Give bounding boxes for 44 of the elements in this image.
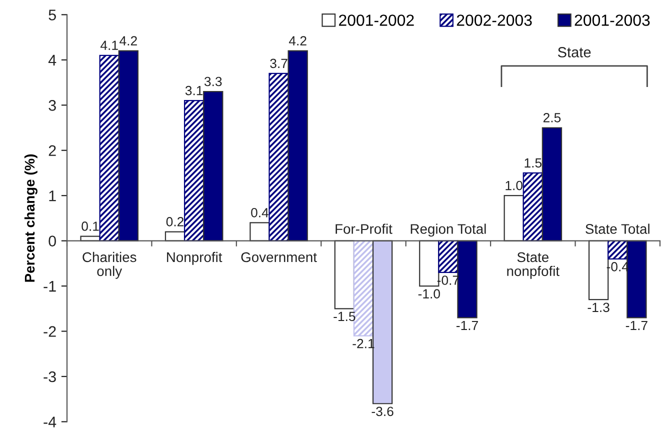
data-label: 4.1 — [100, 40, 118, 50]
legend-label: 2002-2003 — [456, 14, 532, 26]
data-label: 0.2 — [166, 217, 184, 226]
x-tick-label: For-Profit — [336, 224, 392, 234]
x-tick-label: Nonprofit — [167, 252, 222, 265]
data-label: 2.5 — [543, 113, 561, 122]
bar — [504, 195, 524, 242]
data-label: -1.3 — [588, 302, 610, 312]
x-tick-label: State nonpfofit — [507, 252, 560, 279]
legend-label: 2001-2003 — [574, 14, 650, 26]
x-tick-label: Region Total — [410, 224, 486, 237]
data-label: 3.3 — [204, 76, 222, 86]
x-tick-label: Government — [241, 252, 317, 262]
data-label: -3.6 — [372, 406, 394, 416]
data-label: -1.7 — [456, 320, 478, 330]
y-tick-label: -3 — [44, 371, 56, 382]
data-label: 0.1 — [82, 222, 99, 231]
y-tick-label: -1 — [44, 281, 56, 292]
bar — [419, 240, 440, 287]
data-label: 0.4 — [251, 208, 269, 218]
data-label: 1.5 — [524, 158, 542, 168]
annotation: State — [558, 47, 591, 58]
bar — [334, 240, 355, 310]
y-tick-label: 1 — [49, 190, 56, 202]
data-label: 1.0 — [506, 180, 523, 190]
legend-label: 2001-2002 — [339, 14, 414, 26]
x-tick-label: Charities only — [82, 252, 136, 279]
y-tick-label: 4 — [48, 54, 56, 66]
data-label: 4.2 — [288, 36, 306, 46]
y-tick-label: 2 — [48, 145, 56, 156]
data-label: -1.5 — [334, 312, 356, 322]
data-label: 3.1 — [185, 86, 203, 96]
y-tick-label: 5 — [48, 10, 56, 20]
y-tick-label: -2 — [44, 326, 56, 337]
y-axis-title: Percent change (%) — [24, 154, 38, 282]
data-label: -1.0 — [418, 289, 440, 298]
y-tick-label: 0 — [48, 236, 56, 246]
y-tick-label: 3 — [48, 100, 56, 111]
data-label: -1.7 — [626, 320, 648, 330]
data-label: 3.7 — [270, 58, 288, 68]
bar — [250, 222, 270, 242]
y-tick-label: -4 — [44, 416, 56, 428]
x-tick-label: State Total — [586, 224, 650, 234]
data-label: 4.2 — [120, 36, 137, 46]
